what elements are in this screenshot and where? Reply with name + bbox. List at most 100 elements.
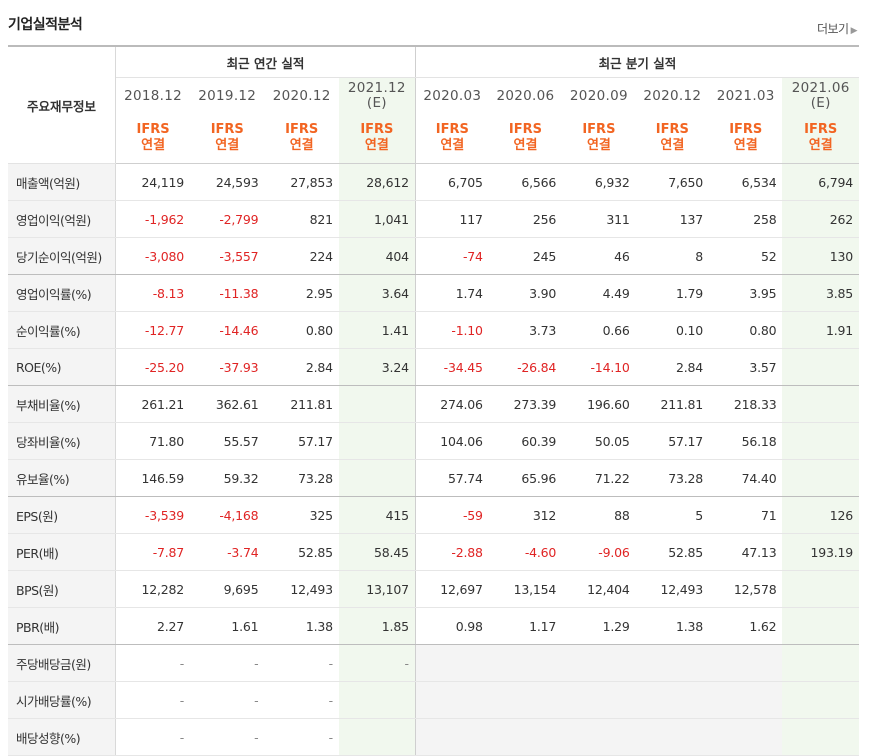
table-cell: 130	[782, 237, 859, 275]
table-cell: -25.20	[115, 348, 191, 386]
table-cell: 245	[488, 237, 563, 275]
table-cell: 12,493	[635, 570, 710, 608]
table-cell	[782, 644, 859, 682]
ifrs-label: IFRS	[210, 122, 244, 137]
table-cell: 0.66	[562, 311, 636, 349]
table-cell: 218.33	[709, 385, 783, 423]
table-cell: 3.64	[338, 274, 416, 312]
period-header: 2021.03	[709, 78, 782, 114]
consolidated-label: 연결	[733, 138, 758, 153]
table-cell: 2.27	[115, 607, 191, 645]
table-cell	[415, 644, 489, 682]
table-cell: 312	[488, 496, 563, 534]
table-cell: 6,794	[782, 163, 859, 201]
table-cell: 126	[782, 496, 859, 534]
period-year: 2021.12	[347, 79, 406, 96]
group-annual-header: 최근 연간 실적	[115, 46, 416, 78]
table-cell: 1.41	[338, 311, 416, 349]
row-label: ROE(%)	[8, 348, 117, 386]
period-estimate-mark: (E)	[366, 94, 387, 111]
table-cell	[488, 718, 563, 756]
table-cell	[488, 681, 563, 719]
table-cell: -8.13	[115, 274, 191, 312]
ifrs-header: IFRS 연결	[635, 113, 710, 164]
table-cell: 2.84	[635, 348, 710, 386]
table-cell: -37.93	[190, 348, 265, 386]
table-cell: 262	[782, 200, 859, 238]
table-cell: 4.49	[562, 274, 636, 312]
row-label: PBR(배)	[8, 607, 117, 645]
table-cell: -	[115, 644, 191, 682]
consolidated-label: 연결	[660, 138, 685, 153]
table-cell: -	[264, 644, 339, 682]
table-cell: 73.28	[635, 459, 710, 497]
table-cell: -2.88	[415, 533, 489, 571]
table-cell: 73.28	[264, 459, 339, 497]
table-cell: 71.80	[115, 422, 191, 460]
table-row: BPS(원) 12,282 9,695 12,493 13,107 12,697 13,15…	[8, 570, 859, 608]
table-cell: 57.74	[415, 459, 489, 497]
ifrs-label: IFRS	[508, 122, 543, 137]
table-cell: 104.06	[415, 422, 489, 460]
row-label: EPS(원)	[8, 496, 117, 534]
table-cell	[415, 681, 489, 719]
table-cell: 0.80	[264, 311, 339, 349]
table-cell: 211.81	[264, 385, 339, 423]
table-cell: 2.95	[264, 274, 339, 312]
table-cell	[338, 385, 416, 423]
table-cell: -	[338, 644, 416, 682]
table-cell: 1.79	[635, 274, 710, 312]
period-header: 2020.03	[415, 78, 488, 114]
table-cell: -	[190, 681, 265, 719]
table-cell	[338, 718, 416, 756]
table-cell: 0.10	[635, 311, 710, 349]
table-cell: 60.39	[488, 422, 563, 460]
table-cell: 52.85	[264, 533, 339, 571]
ifrs-label: IFRS	[804, 122, 838, 137]
row-label: 영업이익(억원)	[8, 200, 117, 238]
ifrs-header: IFRS 연결	[782, 113, 859, 164]
table-cell: -59	[415, 496, 489, 534]
consolidated-label: 연결	[289, 138, 314, 153]
table-cell	[338, 422, 416, 460]
table-cell: 1.29	[562, 607, 636, 645]
table-cell: -3,557	[190, 237, 265, 275]
table-cell: 6,534	[709, 163, 783, 201]
table-row: 영업이익률(%) -8.13 -11.38 2.95 3.64 1.74 3.90 4.49 1…	[8, 274, 859, 312]
table-cell: 3.90	[488, 274, 563, 312]
table-cell: 57.17	[635, 422, 710, 460]
chevron-right-icon[interactable]: ▶	[850, 26, 858, 36]
section-title: 기업실적분석	[8, 17, 83, 33]
more-link[interactable]: 더보기 ▶	[816, 20, 858, 37]
consolidated-label: 연결	[364, 138, 389, 153]
table-cell	[635, 644, 710, 682]
consolidated-label: 연결	[808, 138, 833, 153]
financial-table: 주요재무정보 최근 연간 실적 최근 분기 실적 2018.12 2019.12 2…	[8, 45, 859, 756]
consolidated-label: 연결	[215, 138, 240, 153]
table-cell	[782, 718, 859, 756]
row-label: 시가배당률(%)	[8, 681, 117, 719]
table-cell: -11.38	[190, 274, 265, 312]
consolidated-label: 연결	[513, 138, 538, 153]
table-row: 시가배당률(%) - - -	[8, 681, 859, 719]
table-cell: -3,539	[115, 496, 191, 534]
period-year: 2020.12	[272, 87, 331, 104]
table-cell: 311	[562, 200, 636, 238]
table-cell: 27,853	[264, 163, 339, 201]
period-year: 2020.12	[643, 87, 702, 104]
more-label[interactable]: 더보기	[816, 22, 849, 36]
table-cell: -	[115, 681, 191, 719]
table-cell: 1.38	[635, 607, 710, 645]
period-year: 2019.12	[198, 87, 257, 104]
table-cell: 74.40	[709, 459, 783, 497]
table-row: PBR(배) 2.27 1.61 1.38 1.85 0.98 1.17 1.29 1.38 1.…	[8, 607, 859, 645]
table-row: PER(배) -7.87 -3.74 52.85 58.45 -2.88 -4.60 -9.0…	[8, 533, 859, 571]
table-cell: 1,041	[338, 200, 416, 238]
table-cell: 9,695	[190, 570, 265, 608]
table-cell: 71	[709, 496, 783, 534]
table-row: 매출액(억원) 24,119 24,593 27,853 28,612 6,705 6,56…	[8, 163, 859, 201]
table-cell: -4,168	[190, 496, 265, 534]
ifrs-header: IFRS 연결	[562, 113, 636, 164]
table-row: 주당배당금(원) - - - -	[8, 644, 859, 682]
table-cell: 5	[635, 496, 710, 534]
